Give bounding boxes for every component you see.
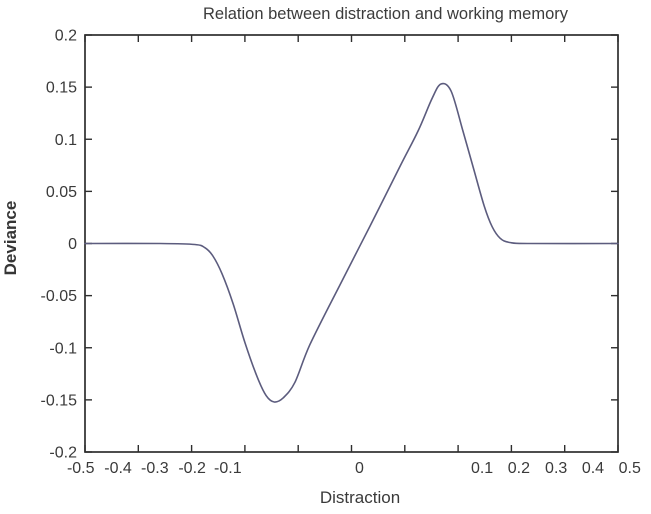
- y-tick-label: -0.1: [49, 340, 77, 357]
- x-tick-label: 0.3: [545, 460, 567, 477]
- y-tick-label: 0.15: [46, 80, 77, 97]
- y-tick-label: -0.15: [41, 392, 78, 409]
- y-tick-label: -0.05: [41, 288, 78, 305]
- x-tick-label: -0.1: [214, 460, 242, 477]
- x-tick-label: -0.2: [178, 460, 206, 477]
- x-tick-label: 0.5: [619, 460, 641, 477]
- y-tick-label: 0.1: [55, 132, 77, 149]
- x-tick-label: 0.4: [582, 460, 604, 477]
- y-tick-label: 0.05: [46, 184, 77, 201]
- y-tick-label: 0: [68, 236, 77, 253]
- y-tick-label: 0.2: [55, 28, 77, 45]
- chart-title: Relation between distraction and working…: [202, 5, 568, 23]
- x-tick-labels: -0.5 -0.4 -0.3 -0.2 -0.1 0 0.1 0.2 0.3 0.4 0.5: [67, 460, 641, 477]
- x-tick-label: -0.4: [104, 460, 132, 477]
- x-tick-label: 0.1: [471, 460, 493, 477]
- x-axis-label: Distraction: [319, 488, 401, 507]
- x-tick-label: 0: [355, 460, 364, 477]
- x-tick-label: 0.2: [508, 460, 530, 477]
- y-tick-label: -0.2: [49, 445, 77, 462]
- x-tick-marks: [84, 35, 619, 452]
- x-tick-label: -0.3: [141, 460, 169, 477]
- deviance-curve: [84, 82, 619, 403]
- x-tick-label: -0.5: [67, 460, 95, 477]
- y-tick-labels: 0.2 0.15 0.1 0.05 0 -0.05 -0.1 -0.15 -0.2: [41, 28, 78, 462]
